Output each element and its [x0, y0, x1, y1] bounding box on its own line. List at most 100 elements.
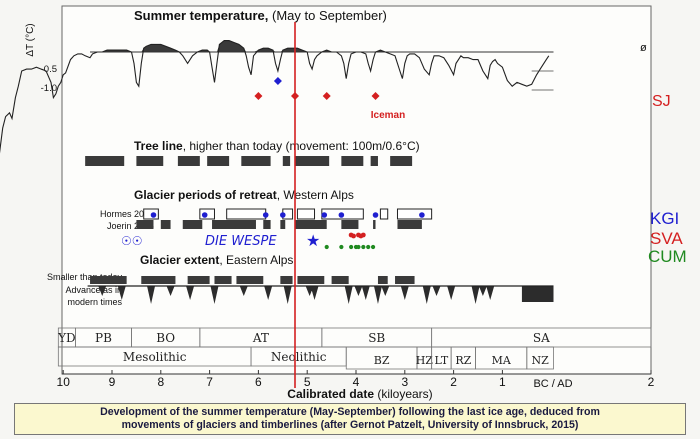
joerin-bar	[136, 220, 154, 229]
subperiod-label: RZ	[455, 354, 471, 367]
sj-marker	[371, 92, 380, 100]
kgi-dot	[321, 212, 328, 218]
joerin-bar	[341, 220, 359, 229]
x-tick-label: 1	[499, 375, 506, 389]
period-label: PB	[95, 331, 112, 345]
subperiod-label: NZ	[532, 354, 550, 367]
hormes-bar	[379, 208, 389, 220]
sva-dot	[360, 232, 366, 238]
die-wespe-label: DIE WESPE	[205, 234, 277, 249]
glacier-extent-title: Glacier extent, Eastern Alps	[140, 253, 293, 267]
period-label: AT	[252, 331, 269, 345]
cum-dot	[356, 244, 361, 250]
x-axis-label: Calibrated date (kiloyears)	[287, 387, 432, 401]
series-label-cum: CUM	[648, 247, 687, 266]
subperiod-label: BZ	[374, 354, 390, 367]
star-icon: ★	[306, 231, 320, 250]
temperature-line	[0, 40, 550, 154]
period-label: SB	[368, 331, 385, 345]
die-wespe-symbols: ☉☉	[121, 234, 143, 248]
caption: Development of the summer temperature (M…	[100, 406, 600, 431]
tree-line-title: Tree line, higher than today (movement: …	[134, 139, 420, 153]
x-tick-label: 10	[57, 375, 71, 389]
tree-line-bar	[136, 156, 164, 166]
x-tick-label: 7	[206, 375, 213, 389]
sva-dot	[351, 233, 356, 239]
markers-layer	[254, 77, 380, 100]
x-tick-label: 4	[353, 375, 360, 389]
series-label-sva: SVA	[650, 229, 683, 248]
x-tick-label: 9	[109, 375, 116, 389]
iceman-label: Iceman	[371, 110, 405, 121]
x-tick-label: 2	[450, 375, 457, 389]
chart-title: Summer temperature, (May to September)	[134, 8, 387, 23]
kgi-dot	[150, 212, 157, 218]
y-tick-label: -0.5	[41, 64, 57, 75]
smaller-bar	[395, 276, 415, 284]
smaller-bar	[297, 276, 325, 284]
period-label: BO	[156, 331, 175, 345]
x-axis-layer: 10 9 8 7 6 5 4 3 2 1 2	[57, 370, 655, 389]
x-tick-label: 8	[157, 375, 164, 389]
x-tick-label: 6	[255, 375, 262, 389]
glacier-retreat-title: Glacier periods of retreat, Western Alps	[134, 188, 354, 202]
subperiod-cell	[526, 346, 554, 370]
subperiod-label: HZ	[416, 354, 434, 367]
advance-label-2: modern times	[67, 297, 122, 307]
series-label-kgi: KGI	[650, 209, 679, 228]
kgi-dot	[201, 212, 208, 218]
cum-dot	[370, 244, 376, 250]
tree-line-bar	[241, 156, 271, 166]
hormes-label: Hormes 2001	[100, 209, 154, 219]
cum-dot	[324, 244, 329, 250]
joerin-bar	[182, 220, 203, 229]
kgi-dot	[372, 212, 379, 218]
tree-line-bar	[85, 156, 125, 166]
blue-marker	[273, 77, 282, 85]
tree-line-layer	[85, 156, 413, 166]
tree-line-bar	[390, 156, 413, 166]
joerin-bar	[397, 220, 422, 229]
kgi-dot	[419, 212, 425, 218]
tree-line-bar	[341, 156, 364, 166]
smaller-bar	[236, 276, 264, 284]
tree-line-bar	[370, 156, 378, 166]
y-tick-label: -1.0	[41, 83, 57, 94]
joerin-bar	[295, 220, 327, 229]
tree-line-bar	[207, 156, 230, 166]
smaller-bar	[377, 276, 388, 284]
tree-line-bar	[295, 156, 330, 166]
smaller-bar	[187, 276, 210, 284]
kgi-dot	[338, 212, 345, 218]
subperiod-label: MA	[492, 354, 512, 367]
tree-line-bar	[282, 156, 291, 166]
hormes-bar	[296, 208, 316, 220]
smaller-bar	[90, 276, 127, 284]
glacier-retreat-layer	[136, 208, 433, 250]
cum-dot	[361, 244, 366, 250]
series-label-sj: SJ	[652, 93, 671, 110]
advance-label-1: Advance as in	[65, 285, 122, 295]
tree-line-bar	[177, 156, 200, 166]
joerin-bar	[263, 220, 271, 229]
hormes-bar	[396, 208, 433, 220]
temperature-layer	[0, 40, 554, 154]
joerin-bar	[160, 220, 171, 229]
x-tick-label: 5	[304, 375, 311, 389]
zero-marker: ø	[640, 42, 647, 54]
culture-label: Neolithic	[271, 350, 327, 364]
plot-frame	[61, 5, 652, 375]
y-axis-label: ΔT (°C)	[25, 23, 36, 56]
joerin-label: Joerin 2006	[107, 221, 154, 231]
joerin-bar	[373, 220, 376, 229]
culture-label: Mesolithic	[123, 350, 187, 364]
sj-marker	[322, 92, 331, 100]
kgi-dot	[262, 212, 269, 218]
advance-shape	[87, 286, 554, 304]
hormes-bar	[226, 208, 267, 220]
cum-dot	[349, 244, 354, 250]
caption-box: Development of the summer temperature (M…	[14, 403, 686, 435]
bc-ad-label: BC / AD	[533, 378, 572, 390]
period-label: SA	[533, 331, 550, 345]
kgi-dot	[280, 212, 286, 218]
